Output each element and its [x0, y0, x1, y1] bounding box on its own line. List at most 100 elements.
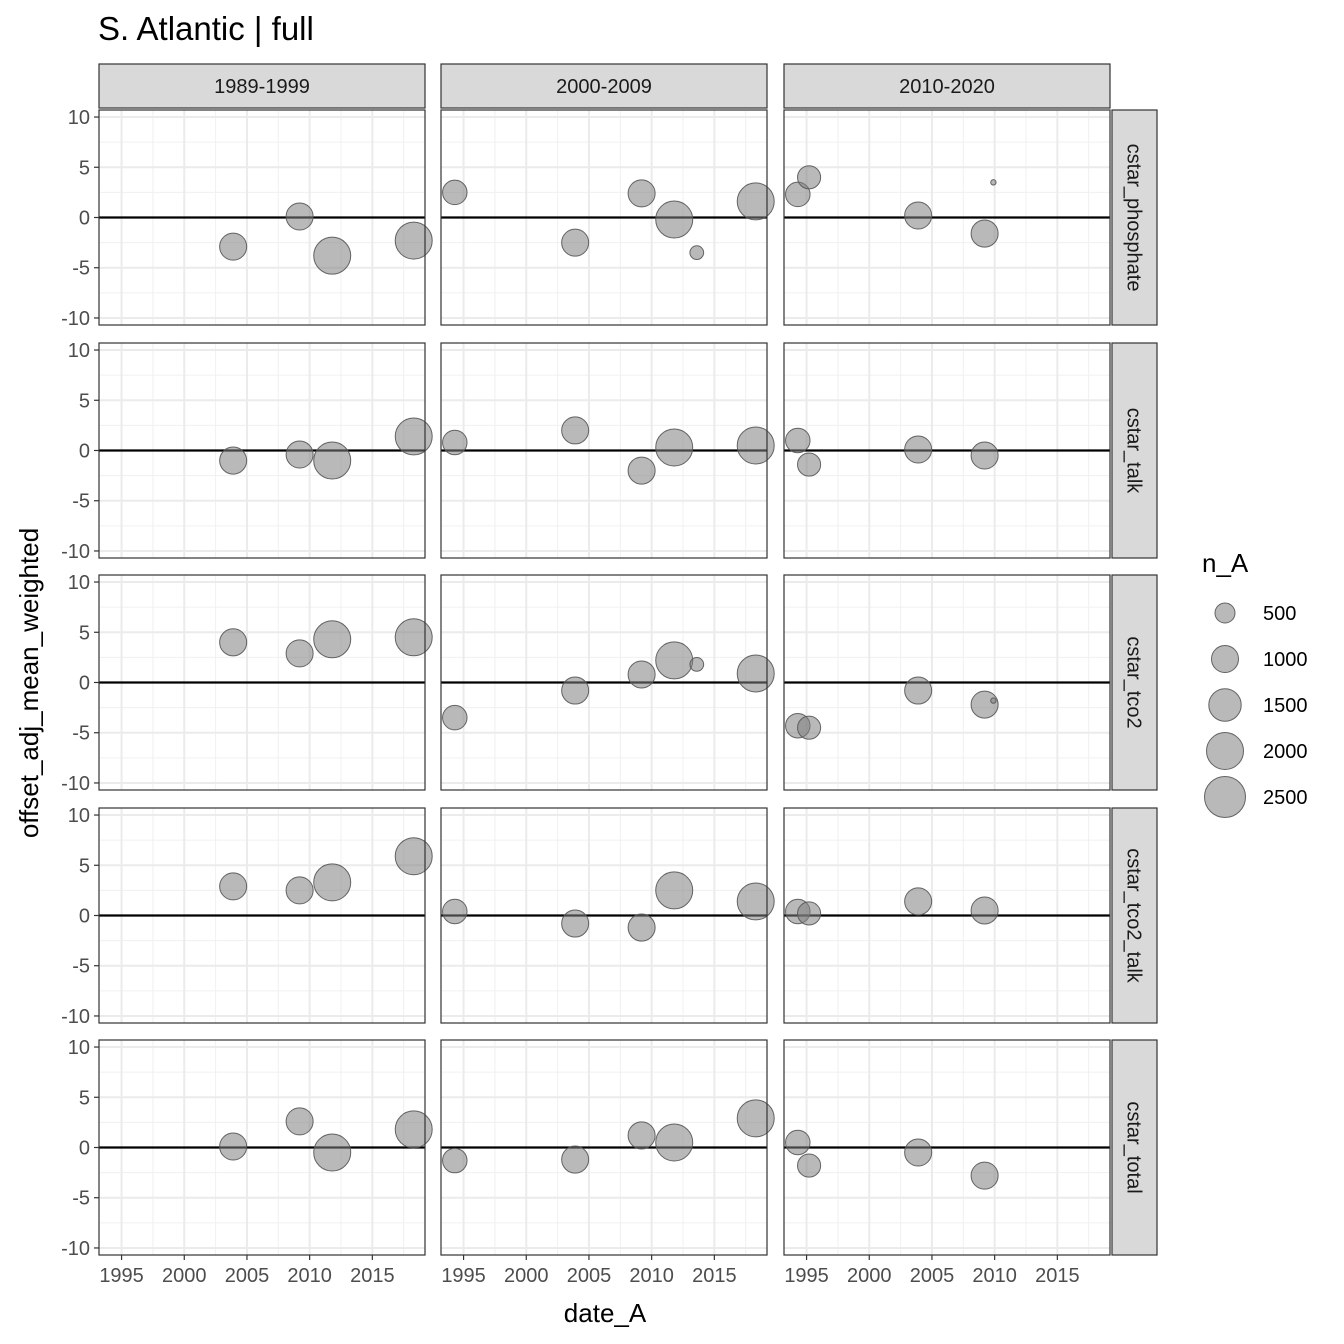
x-tick-label: 1995 — [99, 1265, 144, 1287]
data-point — [285, 876, 314, 905]
x-tick-label: 2000 — [504, 1265, 549, 1287]
data-point — [970, 219, 999, 248]
y-tick-label: 10 — [68, 1037, 90, 1059]
x-tick-label: 2000 — [847, 1265, 892, 1287]
data-point — [313, 620, 352, 659]
facet-panel — [440, 109, 775, 326]
y-tick-label: 5 — [79, 390, 90, 412]
legend-key-point — [1204, 776, 1246, 818]
facet-panel: 10 5 0 -5 -10 — [61, 805, 433, 1028]
panel-border — [783, 574, 1111, 791]
data-point — [219, 628, 248, 657]
chart-title: S. Atlantic | full — [98, 10, 314, 47]
data-point — [970, 690, 999, 719]
data-point — [627, 179, 656, 208]
data-point — [285, 1107, 314, 1136]
legend-key-point — [1206, 732, 1244, 770]
y-tick-label: -10 — [61, 1238, 90, 1260]
x-tick-label: 2000 — [162, 1265, 207, 1287]
y-tick-label: -5 — [72, 723, 90, 745]
row-strip-label: cstar_tco2_talk — [1123, 848, 1145, 984]
y-tick-label: 5 — [79, 622, 90, 644]
data-point — [990, 697, 997, 704]
facet-panels: 1989-1999 2000-2009 2010-2020 cstar_phospha… — [61, 63, 1158, 1287]
panel-border — [440, 342, 768, 559]
data-point — [904, 1138, 933, 1167]
legend-label: 2500 — [1263, 787, 1308, 809]
panel-border — [783, 1039, 1111, 1256]
data-point — [394, 618, 433, 657]
facet-panel: 10 5 0 -5 -10 — [61, 340, 433, 563]
data-point — [313, 441, 352, 480]
data-point — [655, 641, 694, 680]
data-point — [285, 440, 314, 469]
y-tick-label: -10 — [61, 308, 90, 330]
column-strip-label: 2010-2020 — [899, 76, 995, 98]
data-point — [785, 1129, 811, 1156]
facet-panel: 1995 2000 2005 2010 2015 — [783, 1039, 1111, 1287]
data-point — [442, 704, 468, 731]
data-point — [442, 1147, 468, 1174]
facet-panel: 10 5 0 -5 -10 — [61, 107, 433, 330]
facet-panel — [783, 807, 1111, 1024]
y-tick-label: 0 — [79, 208, 90, 230]
data-point — [219, 232, 248, 261]
legend-key-point — [1208, 688, 1242, 722]
panel-border — [440, 109, 768, 326]
legend-label: 1000 — [1263, 649, 1308, 671]
data-point — [442, 429, 468, 456]
data-point — [689, 245, 705, 261]
column-strip-label: 2000-2009 — [556, 76, 652, 98]
column-strip — [783, 63, 1111, 109]
data-point — [970, 1161, 999, 1190]
facet-panel — [783, 342, 1111, 559]
legend-key-point — [1214, 602, 1236, 624]
y-tick-label: -10 — [61, 773, 90, 795]
data-point — [561, 1145, 590, 1174]
y-tick-label: 10 — [68, 340, 90, 362]
facet-panel — [783, 109, 1111, 326]
data-point — [970, 441, 999, 470]
legend-label: 1500 — [1263, 695, 1308, 717]
facet-panel — [440, 807, 775, 1024]
facet-panel — [440, 342, 775, 559]
legend-label: 500 — [1263, 603, 1296, 625]
y-tick-label: 10 — [68, 572, 90, 594]
data-point — [561, 228, 590, 257]
data-point — [627, 1121, 656, 1150]
x-tick-label: 2015 — [692, 1265, 737, 1287]
data-point — [219, 872, 248, 901]
data-point — [285, 202, 314, 231]
data-point — [904, 676, 933, 705]
data-point — [313, 863, 352, 902]
data-point — [655, 871, 694, 910]
y-tick-label: 10 — [68, 107, 90, 129]
y-tick-label: -5 — [72, 1188, 90, 1210]
row-strip — [1111, 1039, 1158, 1256]
y-tick-label: 0 — [79, 673, 90, 695]
facet-panel — [783, 574, 1111, 791]
row-strip — [1111, 574, 1158, 791]
data-point — [990, 179, 997, 186]
y-tick-label: 5 — [79, 1087, 90, 1109]
data-point — [627, 913, 656, 942]
x-tick-label: 1995 — [441, 1265, 486, 1287]
y-tick-label: 10 — [68, 805, 90, 827]
data-point — [219, 1132, 248, 1161]
x-axis-title: date_A — [564, 1298, 647, 1328]
row-strip — [1111, 342, 1158, 559]
legend-key-point — [1210, 644, 1240, 674]
data-point — [904, 887, 933, 916]
data-point — [904, 201, 933, 230]
data-point — [785, 427, 811, 454]
x-tick-label: 2010 — [287, 1265, 332, 1287]
data-point — [285, 639, 314, 668]
legend-title: n_A — [1202, 548, 1249, 578]
row-strip — [1111, 109, 1158, 326]
y-tick-label: 0 — [79, 441, 90, 463]
data-point — [736, 882, 775, 921]
data-point — [797, 1153, 822, 1178]
data-point — [785, 181, 811, 208]
data-point — [904, 435, 933, 464]
y-tick-label: -10 — [61, 541, 90, 563]
